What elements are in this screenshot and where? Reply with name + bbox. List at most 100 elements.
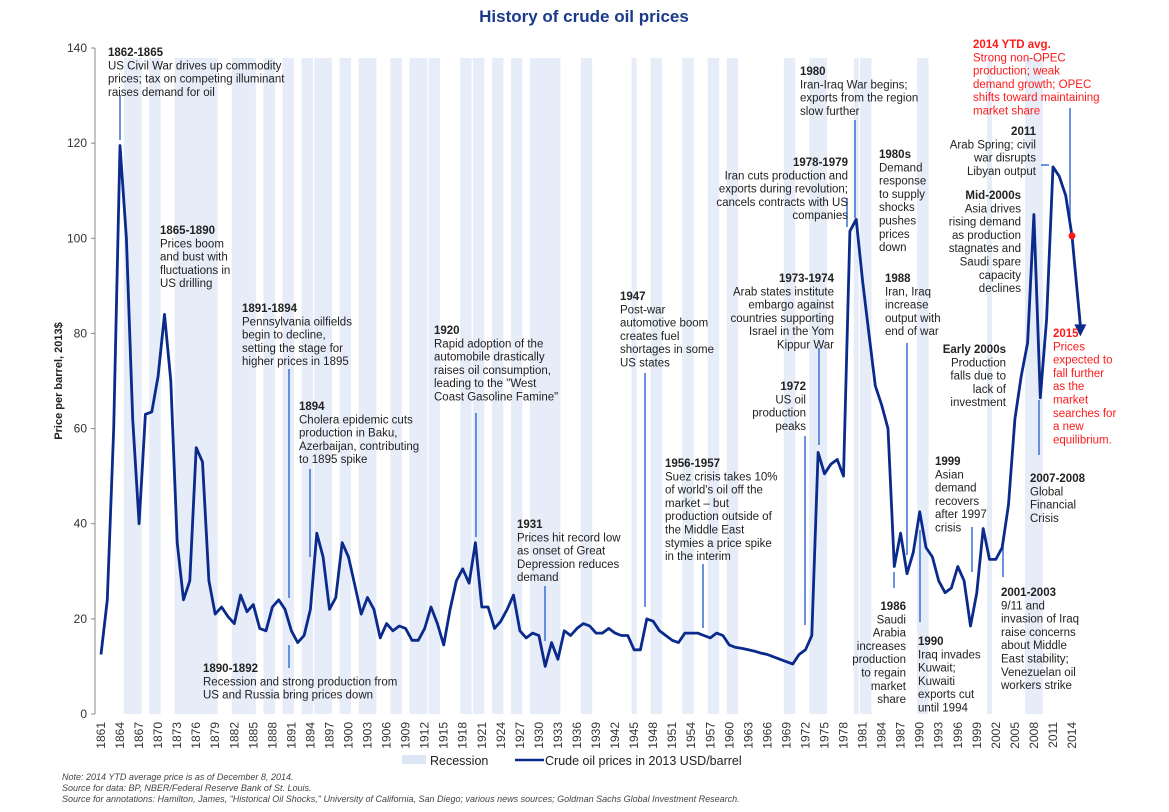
- annotation-text: as onset of Great: [517, 546, 606, 558]
- annotation-text: raises oil consumption,: [434, 365, 551, 377]
- annotation-text: US drilling: [160, 278, 212, 290]
- annotation-text: US and Russia bring prices down: [203, 690, 373, 702]
- annotation-text: as the: [1053, 381, 1084, 393]
- annotation-text: Iran, Iraq: [885, 286, 931, 298]
- recession-band: [301, 58, 313, 714]
- recession-band: [472, 58, 485, 714]
- recession-band: [707, 58, 720, 714]
- recession-band: [358, 58, 377, 714]
- forecast-arrow-head: [1074, 324, 1087, 337]
- x-tick-label: 1954: [684, 722, 698, 749]
- annotation-text: capacity: [979, 270, 1021, 282]
- annotation-text: automotive boom: [620, 318, 708, 330]
- annotation-text: Asia drives: [965, 203, 1021, 215]
- annotation-text: production: [752, 408, 806, 420]
- annotation-text: exports from the region: [800, 93, 918, 105]
- annotation-text: slow further: [800, 106, 860, 118]
- x-tick-label: 1966: [760, 722, 774, 749]
- annotation-text: Azerbaijan, contributing: [299, 441, 419, 453]
- annotation-text: Venezuelan oil: [1001, 667, 1076, 679]
- annotation-text: war disrupts: [973, 153, 1036, 165]
- annotation-heading: 2011: [1011, 126, 1037, 138]
- x-tick-label: 1957: [703, 722, 717, 749]
- x-tick-label: 1978: [837, 722, 851, 749]
- x-tick-label: 1903: [361, 722, 375, 749]
- annotation-heading: 2014 YTD avg.: [973, 39, 1051, 51]
- y-axis-label: Price per barrel, 2013$: [53, 322, 65, 439]
- annotation-text: cancels contracts with US: [716, 197, 848, 209]
- annotation-text: to regain: [861, 668, 906, 680]
- annotation-text: share: [877, 694, 906, 706]
- legend-recession-label: Recession: [430, 754, 488, 768]
- annotation-text: Depression reduces: [517, 559, 620, 571]
- annotation-heading: 1999: [935, 456, 961, 468]
- annotation-heading: 1956-1957: [665, 458, 720, 470]
- annotation-heading: 1990: [918, 636, 944, 648]
- annotation-text: Strong non-OPEC: [973, 52, 1066, 64]
- annotation-text: demand: [935, 483, 977, 495]
- x-tick-label: 2002: [989, 722, 1003, 749]
- annotation-heading: 1980: [800, 66, 826, 78]
- annotation-heading: 1973-1974: [779, 273, 835, 285]
- annotation-heading: 1986: [880, 601, 906, 613]
- x-tick-label: 1918: [456, 722, 470, 749]
- x-tick-label: 1885: [246, 722, 260, 749]
- annotation-text: expected to: [1053, 355, 1112, 367]
- annotation-text: Kuwait;: [918, 663, 956, 675]
- annotation-text: after 1997: [935, 509, 987, 521]
- annotation-text: Prices: [1053, 341, 1085, 353]
- annotation-text: US states: [620, 358, 670, 370]
- x-tick-label: 1945: [627, 722, 641, 749]
- recession-band: [409, 58, 428, 714]
- annotation-text: Arab states institute: [733, 286, 834, 298]
- recession-band: [726, 58, 739, 714]
- annotation-heading: 1972: [780, 381, 806, 393]
- footnotes: Note: 2014 YTD average price is as of De…: [62, 772, 740, 804]
- annotation-text: lack of: [973, 384, 1007, 396]
- annotation-text: fall further: [1053, 368, 1104, 380]
- annotation-heading: 1931: [517, 519, 543, 531]
- x-tick-label: 2014: [1065, 722, 1079, 749]
- recession-band: [860, 58, 872, 714]
- annotation-text: setting the stage for: [242, 343, 343, 355]
- x-tick-label: 1960: [722, 722, 736, 749]
- price-line-layer: [99, 144, 1087, 668]
- annotation-text: raises demand for oil: [108, 87, 215, 99]
- recession-band: [986, 58, 993, 714]
- annotation-text: shifts toward maintaining: [973, 92, 1100, 104]
- x-tick-label: 1915: [437, 722, 451, 749]
- annotation-heading: Mid-2000s: [965, 190, 1021, 202]
- annotation-text: automobile drastically: [434, 352, 545, 364]
- annotation-heading: 1980s: [879, 149, 911, 161]
- recession-band: [917, 58, 929, 714]
- x-tick-label: 1924: [494, 722, 508, 749]
- x-tick-label: 1936: [570, 722, 584, 749]
- recession-band: [783, 58, 796, 714]
- annotation-text: production: [852, 654, 906, 666]
- recession-band: [1025, 58, 1043, 714]
- x-tick-label: 1948: [646, 722, 660, 749]
- y-tick-label: 140: [67, 41, 87, 55]
- annotation-text: companies: [792, 210, 848, 222]
- annotation-text: Cholera epidemic cuts: [299, 414, 413, 426]
- annotation-text: exports cut: [918, 689, 975, 701]
- x-tick-label: 1909: [399, 722, 413, 749]
- annotation-text: raise concerns: [1001, 627, 1076, 639]
- annotation-heading: 1890-1892: [203, 663, 258, 675]
- x-tick-label: 1927: [513, 722, 527, 749]
- x-tick-label: 1981: [856, 722, 870, 749]
- annotation-text: stagnates and: [949, 243, 1021, 255]
- annotation-text: 9/11 and: [1001, 600, 1045, 612]
- chart-title: History of crude oil prices: [479, 7, 689, 26]
- annotation-text: countries supporting: [730, 313, 834, 325]
- x-tick-label: 1921: [475, 722, 489, 749]
- forecast-arrow-line: [1070, 235, 1082, 326]
- annotation-text: prices: [879, 229, 910, 241]
